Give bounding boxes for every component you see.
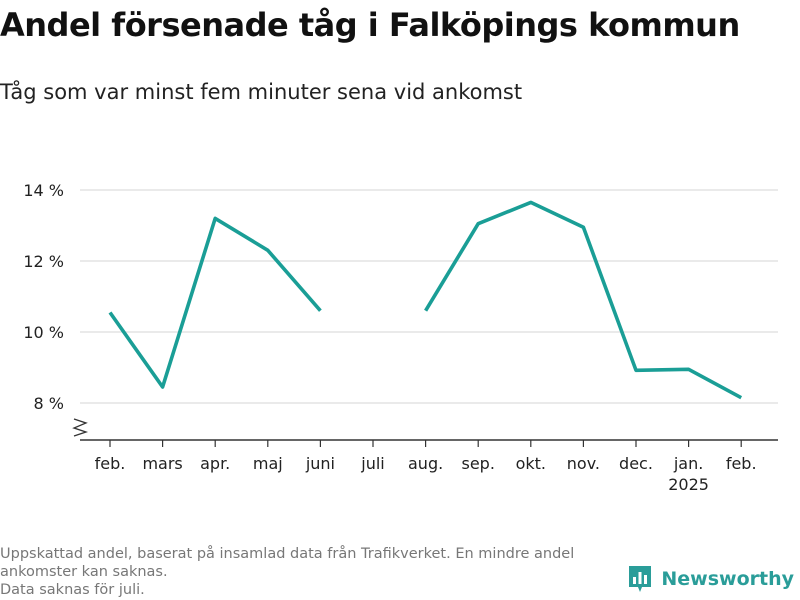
- footnote: Uppskattad andel, baserat på insamlad da…: [0, 545, 640, 599]
- gridlines: [80, 189, 778, 404]
- series-line-segment: [424, 200, 743, 400]
- x-tick-label: jan.: [673, 454, 703, 473]
- footnote-line: ankomster kan saknas.: [0, 564, 168, 580]
- chart-subtitle: Tåg som var minst fem minuter sena vid a…: [0, 80, 523, 104]
- y-tick-label: 14 %: [23, 181, 64, 200]
- x-axis: [72, 418, 778, 447]
- y-tick-label: 8 %: [34, 394, 64, 413]
- x-tick-label: feb.: [726, 454, 757, 473]
- brand-name: Newsworthy: [661, 568, 794, 590]
- y-axis-tick-labels: 8 % 10 % 12 % 14 %: [23, 181, 64, 413]
- bar-chart-logo-icon: [629, 566, 652, 592]
- x-tick-label: okt.: [516, 454, 546, 473]
- x-axis-tick-labels: feb. mars apr. maj juni juli aug. sep. okt. nov. d…: [95, 454, 757, 494]
- x-tick-label: feb.: [95, 454, 126, 473]
- x-tick-label: juni: [305, 454, 335, 473]
- x-tick-label: mars: [142, 454, 182, 473]
- x-tick-label: dec.: [619, 454, 653, 473]
- data-series: [108, 200, 743, 400]
- x-tick-label: sep.: [461, 454, 494, 473]
- series-line-segment: [108, 216, 322, 389]
- x-tick-label: aug.: [408, 454, 443, 473]
- x-tick-sublabel: 2025: [668, 475, 709, 494]
- newsworthy-logo: Newsworthy: [627, 564, 794, 594]
- x-tick-label: nov.: [567, 454, 600, 473]
- x-tick-label: apr.: [200, 454, 230, 473]
- y-tick-label: 12 %: [23, 252, 64, 271]
- footnote-line: Uppskattad andel, baserat på insamlad da…: [0, 546, 575, 562]
- chart-title: Andel försenade tåg i Falköpings kommun: [0, 6, 740, 44]
- x-tick-label: maj: [253, 454, 283, 473]
- y-tick-label: 10 %: [23, 323, 64, 342]
- line-chart: 8 % 10 % 12 % 14 % feb. mars apr. maj juni juli a…: [23, 181, 778, 494]
- axis-break-icon: [72, 418, 89, 437]
- x-tick-label: juli: [360, 454, 384, 473]
- footnote-line: Data saknas för juli.: [0, 582, 145, 598]
